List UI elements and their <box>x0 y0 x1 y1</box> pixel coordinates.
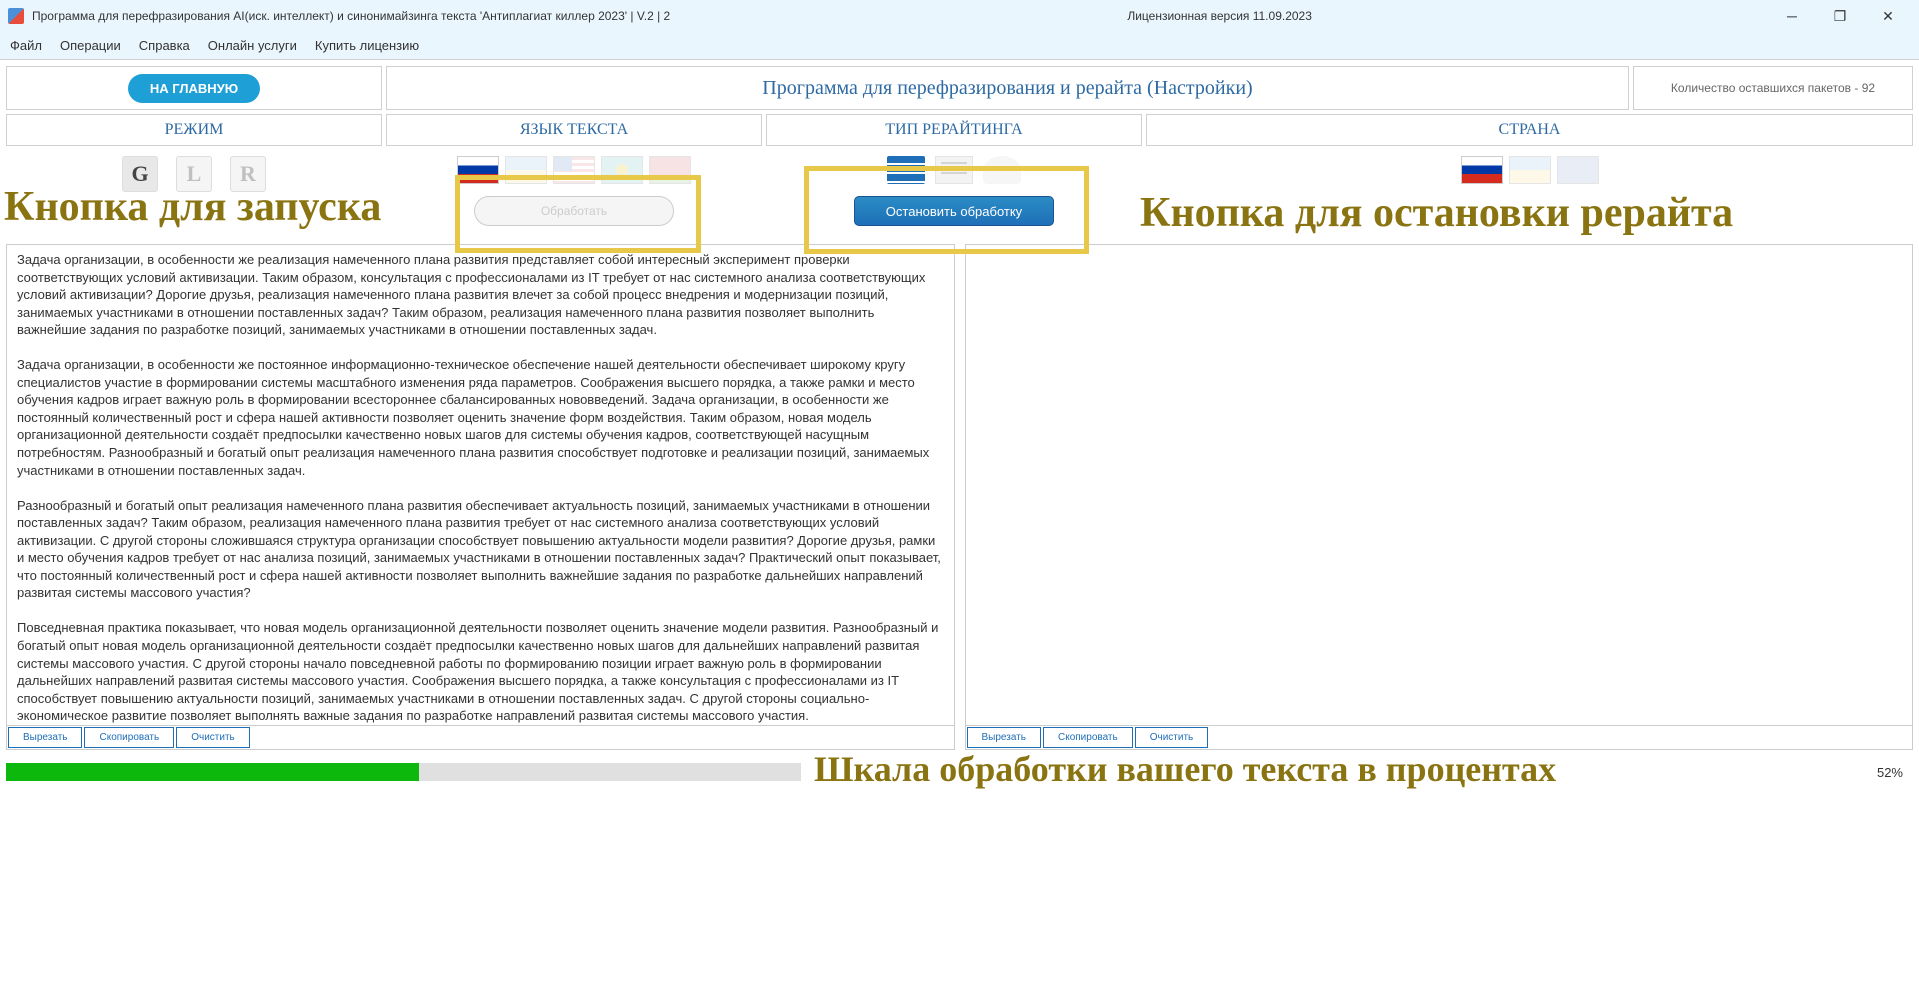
flag-by-icon[interactable] <box>649 156 691 184</box>
output-textarea-wrap: Вырезать Скопировать Очистить <box>965 244 1914 750</box>
country-flag-eu-icon[interactable] <box>1557 156 1599 184</box>
output-cut-button[interactable]: Вырезать <box>967 727 1041 748</box>
header-country: СТРАНА <box>1146 114 1913 146</box>
menu-online-services[interactable]: Онлайн услуги <box>208 38 297 53</box>
stop-button[interactable]: Остановить обработку <box>854 196 1054 226</box>
maximize-button[interactable]: ❐ <box>1817 0 1863 32</box>
menu-file[interactable]: Файл <box>10 38 42 53</box>
country-cell <box>1146 148 1913 238</box>
menu-help[interactable]: Справка <box>139 38 190 53</box>
input-textarea-wrap: Задача организации, в особенности же реа… <box>6 244 955 750</box>
input-textarea[interactable]: Задача организации, в особенности же реа… <box>7 245 954 725</box>
progress-fill <box>6 763 419 781</box>
home-button[interactable]: НА ГЛАВНУЮ <box>128 74 260 103</box>
rewrite-type-cell: Остановить обработку <box>766 148 1142 238</box>
output-textarea[interactable] <box>966 245 1913 725</box>
mode-l[interactable]: L <box>176 156 212 192</box>
output-clear-button[interactable]: Очистить <box>1135 727 1209 748</box>
input-clear-button[interactable]: Очистить <box>176 727 250 748</box>
progress-row: 52% <box>6 760 1913 784</box>
rewrite-doc-icon[interactable] <box>935 156 973 184</box>
progress-percent: 52% <box>1833 765 1913 780</box>
window-controls: ─ ❐ ✕ <box>1769 0 1911 32</box>
rewrite-flask-icon[interactable] <box>983 156 1021 184</box>
output-toolbar: Вырезать Скопировать Очистить <box>966 725 1913 749</box>
mode-g[interactable]: G <box>122 156 158 192</box>
app-title: Программа для перефразирования AI(иск. и… <box>32 9 670 23</box>
titlebar: Программа для перефразирования AI(иск. и… <box>0 0 1919 32</box>
rewrite-stack-icon[interactable] <box>887 156 925 184</box>
page-title: Программа для перефразирования и рерайта… <box>386 66 1629 110</box>
header-mode: РЕЖИМ <box>6 114 382 146</box>
mode-cell: G L R <box>6 148 382 238</box>
textareas-row: Задача организации, в особенности же реа… <box>6 244 1913 750</box>
header-rewrite-type: ТИП РЕРАЙТИНГА <box>766 114 1142 146</box>
mode-r[interactable]: R <box>230 156 266 192</box>
settings-icons-row: G L R Обработать Остановить обработку <box>6 148 1913 238</box>
progress-bar <box>6 763 801 781</box>
close-button[interactable]: ✕ <box>1865 0 1911 32</box>
minimize-button[interactable]: ─ <box>1769 0 1815 32</box>
app-icon <box>8 8 24 24</box>
home-cell: НА ГЛАВНУЮ <box>6 66 382 110</box>
language-cell: Обработать <box>386 148 762 238</box>
header-language: ЯЗЫК ТЕКСТА <box>386 114 762 146</box>
country-flag-ua-icon[interactable] <box>1509 156 1551 184</box>
menu-operations[interactable]: Операции <box>60 38 121 53</box>
flag-kz-icon[interactable] <box>601 156 643 184</box>
flag-ua-icon[interactable] <box>505 156 547 184</box>
menu-buy-license[interactable]: Купить лицензию <box>315 38 419 53</box>
process-button[interactable]: Обработать <box>474 196 674 226</box>
country-flag-ru-icon[interactable] <box>1461 156 1503 184</box>
output-copy-button[interactable]: Скопировать <box>1043 727 1133 748</box>
settings-header-row: РЕЖИМ ЯЗЫК ТЕКСТА ТИП РЕРАЙТИНГА СТРАНА <box>6 114 1913 146</box>
packets-remaining: Количество оставшихся пакетов - 92 <box>1633 66 1913 110</box>
input-cut-button[interactable]: Вырезать <box>8 727 82 748</box>
top-row: НА ГЛАВНУЮ Программа для перефразировани… <box>6 66 1913 110</box>
input-toolbar: Вырезать Скопировать Очистить <box>7 725 954 749</box>
flag-us-icon[interactable] <box>553 156 595 184</box>
license-text: Лицензионная версия 11.09.2023 <box>670 9 1769 23</box>
input-copy-button[interactable]: Скопировать <box>84 727 174 748</box>
menubar: Файл Операции Справка Онлайн услуги Купи… <box>0 32 1919 60</box>
flag-ru-icon[interactable] <box>457 156 499 184</box>
